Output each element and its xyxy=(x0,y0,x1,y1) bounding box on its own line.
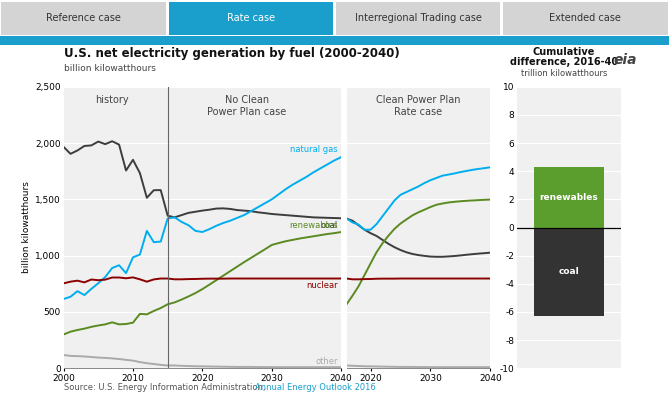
Text: billion kilowatthours: billion kilowatthours xyxy=(64,64,155,73)
Text: Cumulative: Cumulative xyxy=(533,47,595,57)
Text: Extended case: Extended case xyxy=(549,13,622,23)
Text: difference, 2016-40: difference, 2016-40 xyxy=(510,57,618,67)
Text: coal: coal xyxy=(320,221,338,230)
Text: Rate case: Rate case xyxy=(227,13,275,23)
Text: No Clean
Power Plan case: No Clean Power Plan case xyxy=(207,95,286,117)
Text: trillion kilowatthours: trillion kilowatthours xyxy=(520,69,607,78)
Text: nuclear: nuclear xyxy=(306,281,338,290)
Text: U.S. net electricity generation by fuel (2000-2040): U.S. net electricity generation by fuel … xyxy=(64,47,399,60)
Bar xyxy=(534,167,604,227)
Text: natural gas: natural gas xyxy=(290,145,338,154)
Text: history: history xyxy=(95,95,129,105)
Bar xyxy=(534,227,604,316)
Text: coal: coal xyxy=(559,267,579,276)
Text: Annual Energy Outlook 2016: Annual Energy Outlook 2016 xyxy=(255,383,375,392)
Text: renewables: renewables xyxy=(289,221,338,230)
Text: renewables: renewables xyxy=(540,193,598,202)
Text: Reference case: Reference case xyxy=(46,13,121,23)
Text: Source: U.S. Energy Information Administration,: Source: U.S. Energy Information Administ… xyxy=(64,383,268,392)
Text: Interregional Trading case: Interregional Trading case xyxy=(355,13,482,23)
Text: eia: eia xyxy=(613,53,638,67)
Y-axis label: billion kilowatthours: billion kilowatthours xyxy=(22,181,31,274)
Text: other: other xyxy=(315,357,338,366)
Text: Clean Power Plan
Rate case: Clean Power Plan Rate case xyxy=(376,95,461,117)
